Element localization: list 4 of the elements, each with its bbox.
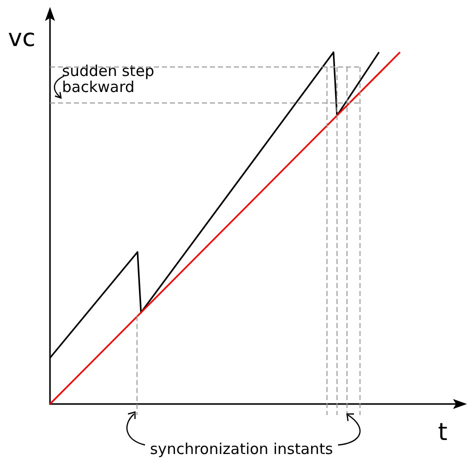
y-axis-title: vc <box>8 24 36 52</box>
text: synchronization instants <box>150 440 334 458</box>
annotation: sudden step backward <box>62 62 154 96</box>
x-axis-title: t <box>438 418 448 446</box>
